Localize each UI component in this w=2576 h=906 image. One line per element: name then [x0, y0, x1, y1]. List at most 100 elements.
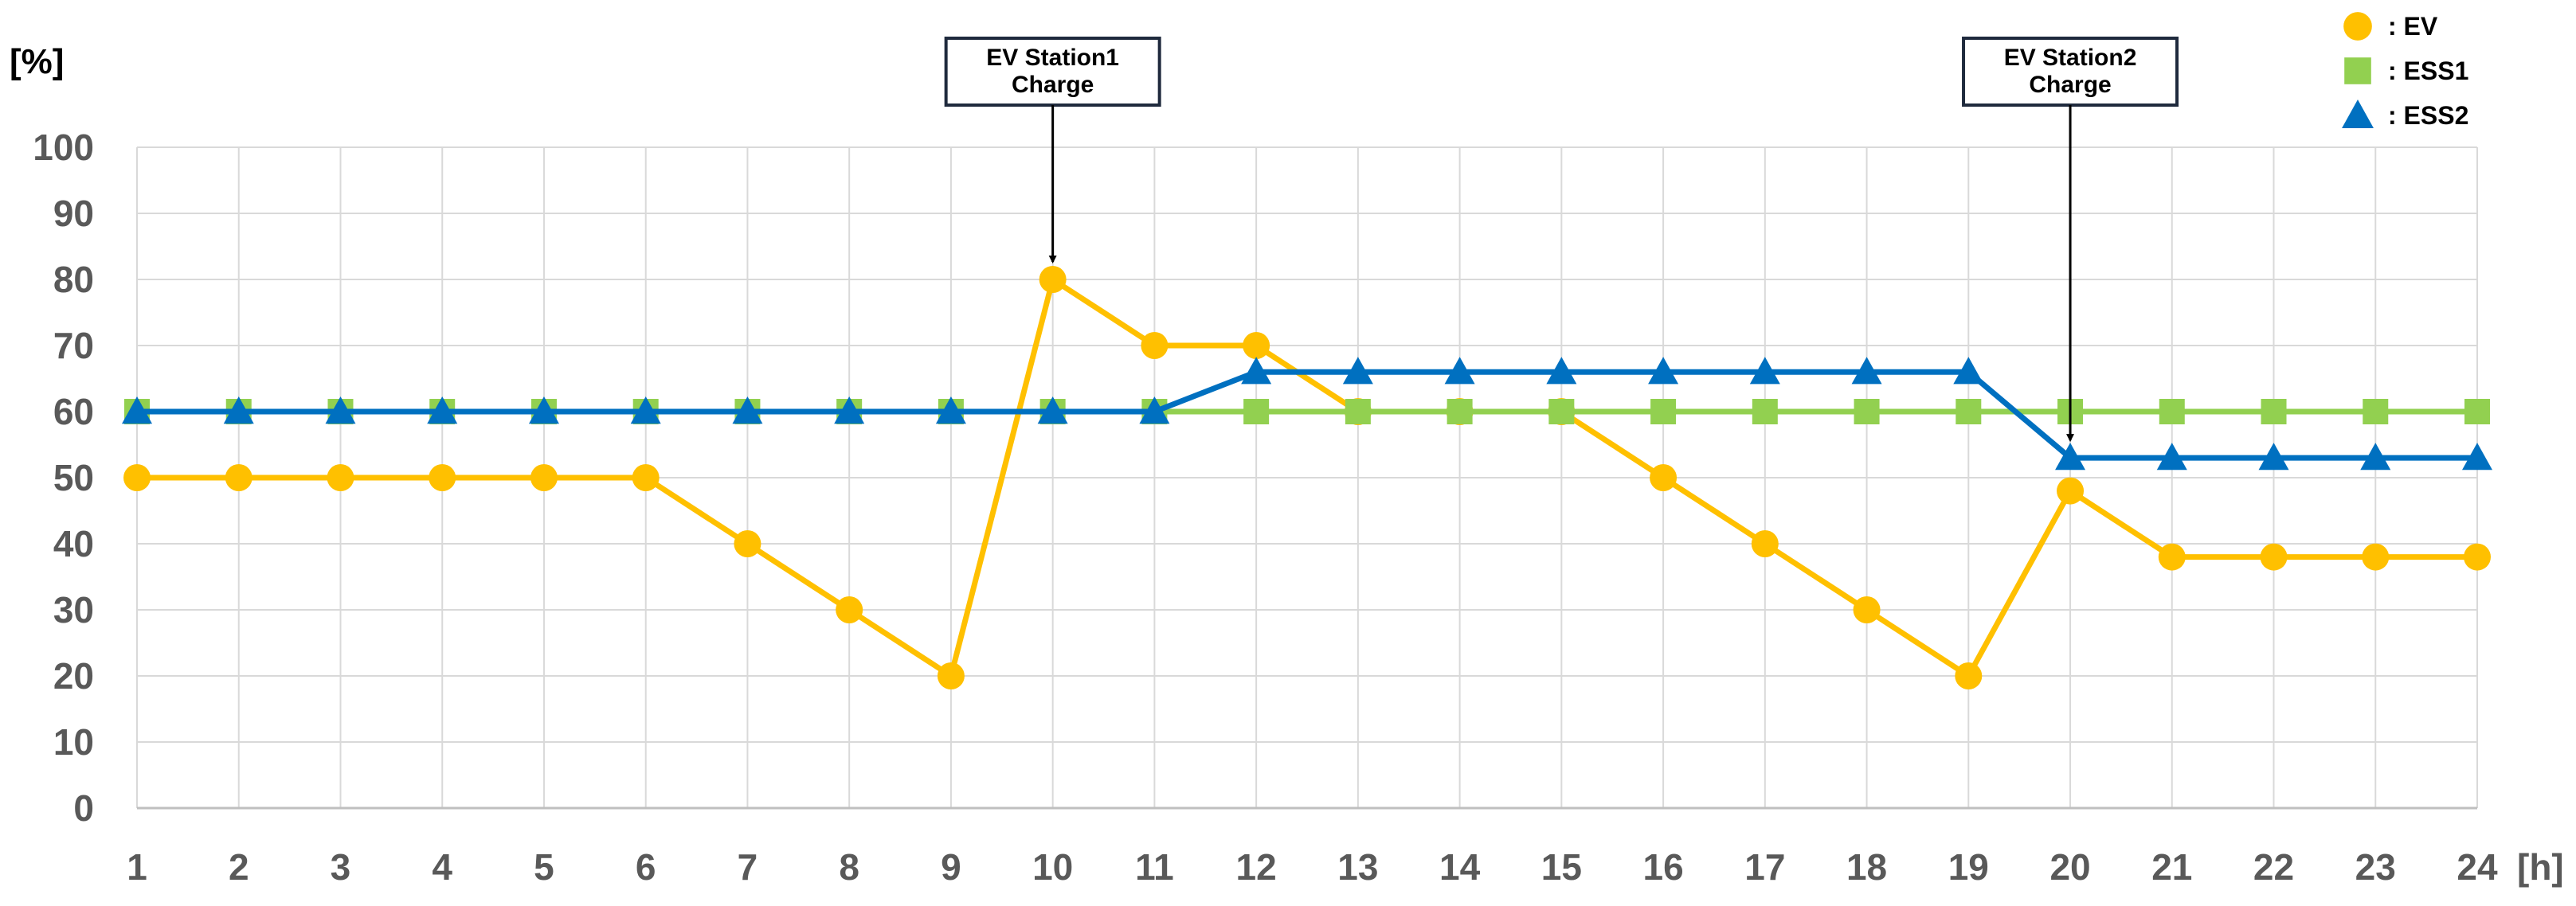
data-point-ev	[2158, 543, 2186, 571]
data-point-ev	[123, 464, 151, 491]
data-point-ess2	[1444, 357, 1475, 385]
x-tick-label: 10	[1032, 846, 1073, 888]
y-tick-label: 100	[33, 127, 94, 168]
legend-marker-ess2	[2342, 100, 2374, 128]
legend: : EV : ESS1 : ESS2	[2342, 12, 2468, 130]
y-tick-label: 90	[53, 193, 94, 234]
data-point-ev	[2362, 543, 2390, 571]
data-point-ev	[632, 464, 660, 491]
data-point-ev	[836, 596, 863, 623]
data-point-ess2	[2258, 443, 2289, 471]
data-point-ess2	[1648, 357, 1679, 385]
y-tick-label: 80	[53, 259, 94, 300]
x-tick-label: 23	[2355, 846, 2396, 888]
data-point-ev	[429, 464, 456, 491]
y-axis-label: [%]	[10, 42, 64, 81]
data-point-ess2	[427, 396, 458, 424]
x-tick-label: 9	[941, 846, 961, 888]
data-point-ess2	[2360, 443, 2391, 471]
data-point-ess2	[1037, 396, 1068, 424]
y-tick-label: 40	[53, 523, 94, 564]
y-tick-label: 0	[73, 787, 94, 829]
legend-label-ess1: : ESS1	[2388, 57, 2468, 85]
y-tick-label: 30	[53, 589, 94, 631]
data-point-ess2	[1241, 357, 1272, 385]
data-point-ess1	[1548, 399, 1575, 424]
data-point-ess1	[1854, 399, 1880, 424]
annotation-box	[944, 37, 1161, 107]
data-point-ess2	[732, 396, 763, 424]
data-point-ess1	[1243, 399, 1270, 424]
x-tick-label: 5	[534, 846, 554, 888]
y-tick-label: 50	[53, 457, 94, 498]
data-point-ess1	[2159, 399, 2185, 424]
x-tick-label: 12	[1236, 846, 1277, 888]
data-point-ess2	[528, 396, 559, 424]
x-tick-label: 11	[1135, 846, 1174, 888]
data-point-ess2	[834, 396, 865, 424]
legend-item-ess2: : ESS2	[2342, 100, 2468, 130]
legend-item-ev: : EV	[2343, 12, 2438, 41]
legend-marker-ess1	[2344, 57, 2371, 84]
x-tick-label: 13	[1337, 846, 1378, 888]
data-point-ev	[937, 662, 965, 689]
x-tick-label: 2	[229, 846, 249, 888]
data-point-ev	[327, 464, 354, 491]
x-tick-label: 3	[331, 846, 351, 888]
data-point-ess1	[2464, 399, 2490, 424]
x-tick-label: 19	[1948, 846, 1989, 888]
legend-label-ev: : EV	[2388, 12, 2438, 41]
y-tick-label: 20	[53, 655, 94, 697]
x-tick-label: 1	[127, 846, 147, 888]
x-tick-label: 18	[1846, 846, 1887, 888]
x-tick-label: 16	[1643, 846, 1684, 888]
x-tick-label: 20	[2049, 846, 2090, 888]
data-point-ess2	[2462, 443, 2492, 471]
data-point-ess2	[1546, 357, 1577, 385]
data-point-ev	[1243, 332, 1270, 359]
data-point-ess2	[1953, 357, 1984, 385]
x-tick-label: 22	[2253, 846, 2294, 888]
data-point-ess2	[1139, 396, 1170, 424]
data-point-ev	[2260, 543, 2288, 571]
data-point-ev	[1853, 596, 1881, 623]
data-point-ev	[225, 464, 253, 491]
series-line-ess2	[137, 369, 2477, 461]
data-point-ess2	[325, 396, 356, 424]
data-point-ess1	[1955, 399, 1982, 424]
legend-marker-ev	[2343, 12, 2372, 41]
data-point-ev	[734, 530, 761, 557]
x-tick-label: 21	[2151, 846, 2192, 888]
data-point-ess2	[630, 396, 661, 424]
data-point-ess2	[935, 396, 966, 424]
series-ess2	[122, 357, 2492, 471]
x-tick-label: 8	[839, 846, 859, 888]
data-point-ev	[1650, 464, 1678, 491]
series	[122, 266, 2492, 689]
y-tick-label: 10	[53, 721, 94, 763]
legend-item-ess1: : ESS1	[2344, 57, 2468, 85]
annotation-text: EV Station1	[986, 45, 1119, 71]
data-point-ev	[1751, 530, 1779, 557]
series-line-ev	[137, 276, 2477, 679]
data-point-ess2	[122, 396, 152, 424]
x-tick-label: 6	[636, 846, 656, 888]
data-point-ev	[1039, 266, 1067, 293]
annotation-text: Charge	[2029, 72, 2111, 98]
x-tick-label: 24	[2457, 846, 2498, 888]
annotation-text: EV Station2	[2004, 45, 2137, 71]
x-tick-label: 14	[1439, 846, 1481, 888]
x-tick-label: 4	[432, 846, 452, 888]
x-tick-label: 15	[1541, 846, 1582, 888]
x-tick-label: 17	[1744, 846, 1785, 888]
data-point-ess1	[1447, 399, 1473, 424]
data-point-ess1	[1752, 399, 1778, 424]
x-axis-unit-label: [h]	[2517, 846, 2564, 888]
data-point-ess1	[2261, 399, 2287, 424]
data-point-ev	[1955, 662, 1983, 689]
